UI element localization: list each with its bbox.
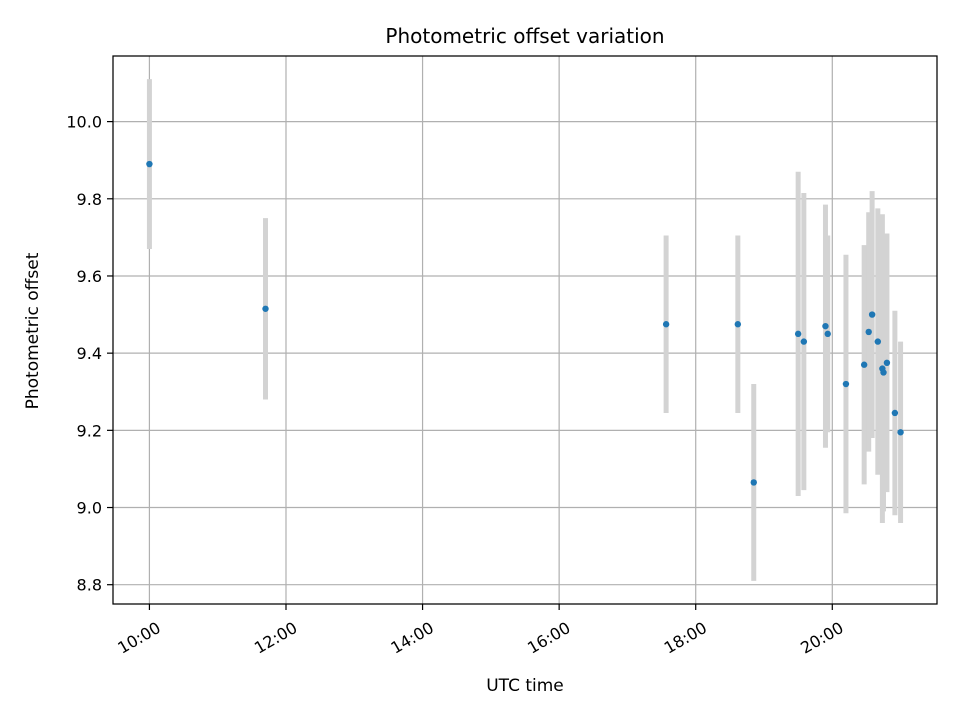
plot-frame <box>112 55 938 605</box>
data-point <box>860 361 868 368</box>
data-point <box>842 380 850 388</box>
data-point <box>880 369 887 376</box>
data-point <box>874 338 882 345</box>
y-tick-label: 9.8 <box>77 190 102 209</box>
y-tick-label: 9.4 <box>77 344 102 363</box>
y-tick-label: 9.2 <box>77 421 102 440</box>
data-point <box>897 429 904 436</box>
data-point <box>822 322 829 330</box>
y-axis-label: Photometric offset <box>23 252 43 409</box>
data-point <box>734 321 742 328</box>
data-point <box>262 305 269 312</box>
data-point <box>146 160 153 168</box>
data-point <box>800 338 808 345</box>
y-tick-label: 10.0 <box>66 113 102 132</box>
data-points <box>146 160 904 486</box>
y-tick-label: 9.0 <box>77 499 102 518</box>
data-point <box>794 330 802 338</box>
data-point <box>662 321 670 328</box>
data-point <box>824 330 831 338</box>
data-point <box>883 359 891 367</box>
data-point <box>868 311 876 318</box>
data-point <box>891 409 899 417</box>
chart-title: Photometric offset variation <box>385 24 664 48</box>
y-tick-label: 8.8 <box>77 576 102 595</box>
data-point <box>750 479 757 486</box>
y-axis-ticks: 8.8 9.0 9.2 9.4 9.6 9.8 10.0 <box>66 113 113 595</box>
x-axis-label: UTC time <box>486 676 564 696</box>
data-point <box>865 328 872 336</box>
y-tick-label: 9.6 <box>77 267 102 286</box>
